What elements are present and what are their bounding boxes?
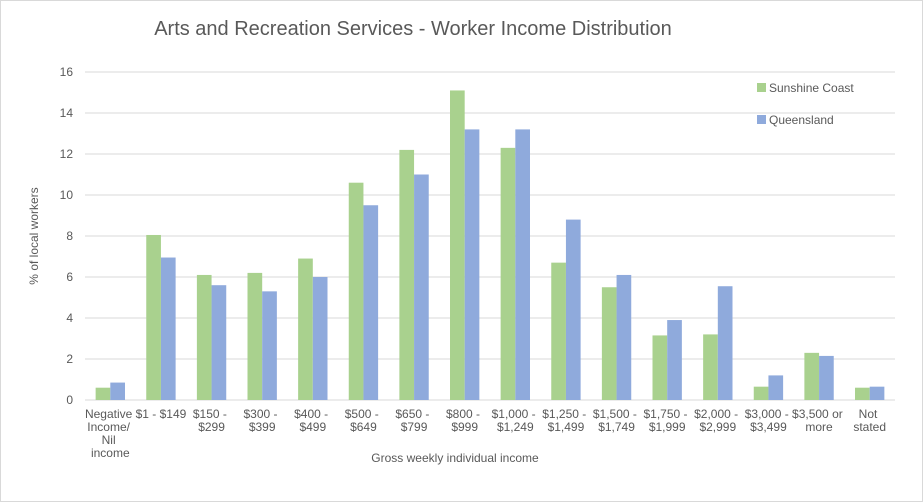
bar [616, 274, 632, 400]
bar [348, 182, 364, 400]
y-axis-label: % of local workers [27, 187, 41, 284]
y-tick-label: 4 [66, 311, 73, 325]
bar [565, 219, 581, 400]
bar [753, 386, 769, 400]
bar [500, 147, 516, 400]
bar [768, 375, 784, 400]
x-tick-label: $1,000 - $1,249 [492, 407, 539, 434]
y-tick-label: 2 [66, 352, 73, 366]
x-tick-label: $1,500 - $1,749 [593, 407, 640, 434]
bar [363, 205, 379, 400]
x-tick-label: $500 - $649 [345, 407, 382, 434]
x-tick-label: Not stated [853, 407, 886, 434]
legend-label: Queensland [769, 113, 834, 127]
bar [211, 285, 227, 400]
chart-title: Arts and Recreation Services - Worker In… [154, 18, 672, 40]
y-tick-label: 6 [66, 270, 73, 284]
bar [551, 262, 566, 400]
bar [703, 334, 718, 400]
x-tick-label: $800 - $999 [446, 407, 483, 434]
x-tick-label: $150 - $299 [193, 407, 230, 434]
bar [667, 320, 682, 400]
y-tick-label: 16 [60, 65, 74, 79]
x-tick-label: $300 - $399 [244, 407, 281, 434]
bar [399, 149, 415, 400]
bar [262, 291, 277, 400]
x-tick-label: $3,000 - $3,499 [745, 407, 792, 434]
y-tick-label: 14 [60, 106, 74, 120]
bar [160, 257, 176, 400]
y-tick-label: 0 [66, 393, 73, 407]
bar [298, 258, 313, 400]
legend-swatch [757, 83, 766, 92]
bar [247, 272, 263, 400]
x-tick-label: $1 - $149 [136, 407, 187, 421]
bar [312, 277, 328, 400]
bar [869, 386, 885, 400]
y-tick-label: 8 [66, 229, 73, 243]
bar [804, 352, 820, 400]
bar [450, 90, 465, 400]
y-tick-label: 12 [60, 147, 74, 161]
bar [515, 129, 530, 400]
legend-label: Sunshine Coast [769, 81, 854, 95]
x-tick-label: Negative Income/ Nil income [85, 407, 136, 460]
legend-swatch [757, 115, 766, 124]
bar [110, 382, 125, 400]
x-tick-label: $2,000 - $2,999 [694, 407, 741, 434]
bar [196, 274, 212, 400]
bar [146, 234, 161, 400]
x-tick-label: $400 - $499 [294, 407, 331, 434]
bar [464, 129, 480, 400]
x-tick-label: $3,500 or more [792, 407, 846, 434]
bar [855, 387, 870, 400]
bar [95, 387, 111, 400]
bar [819, 355, 834, 400]
x-axis-label: Gross weekly individual income [371, 451, 539, 465]
x-tick-label: $1,250 - $1,499 [542, 407, 589, 434]
bar [652, 335, 668, 400]
x-tick-label: $1,750 - $1,999 [644, 407, 691, 434]
bar [717, 286, 733, 400]
y-tick-label: 10 [60, 188, 74, 202]
bar [414, 174, 429, 400]
x-tick-label: $650 - $799 [395, 407, 432, 434]
bar [601, 287, 617, 400]
